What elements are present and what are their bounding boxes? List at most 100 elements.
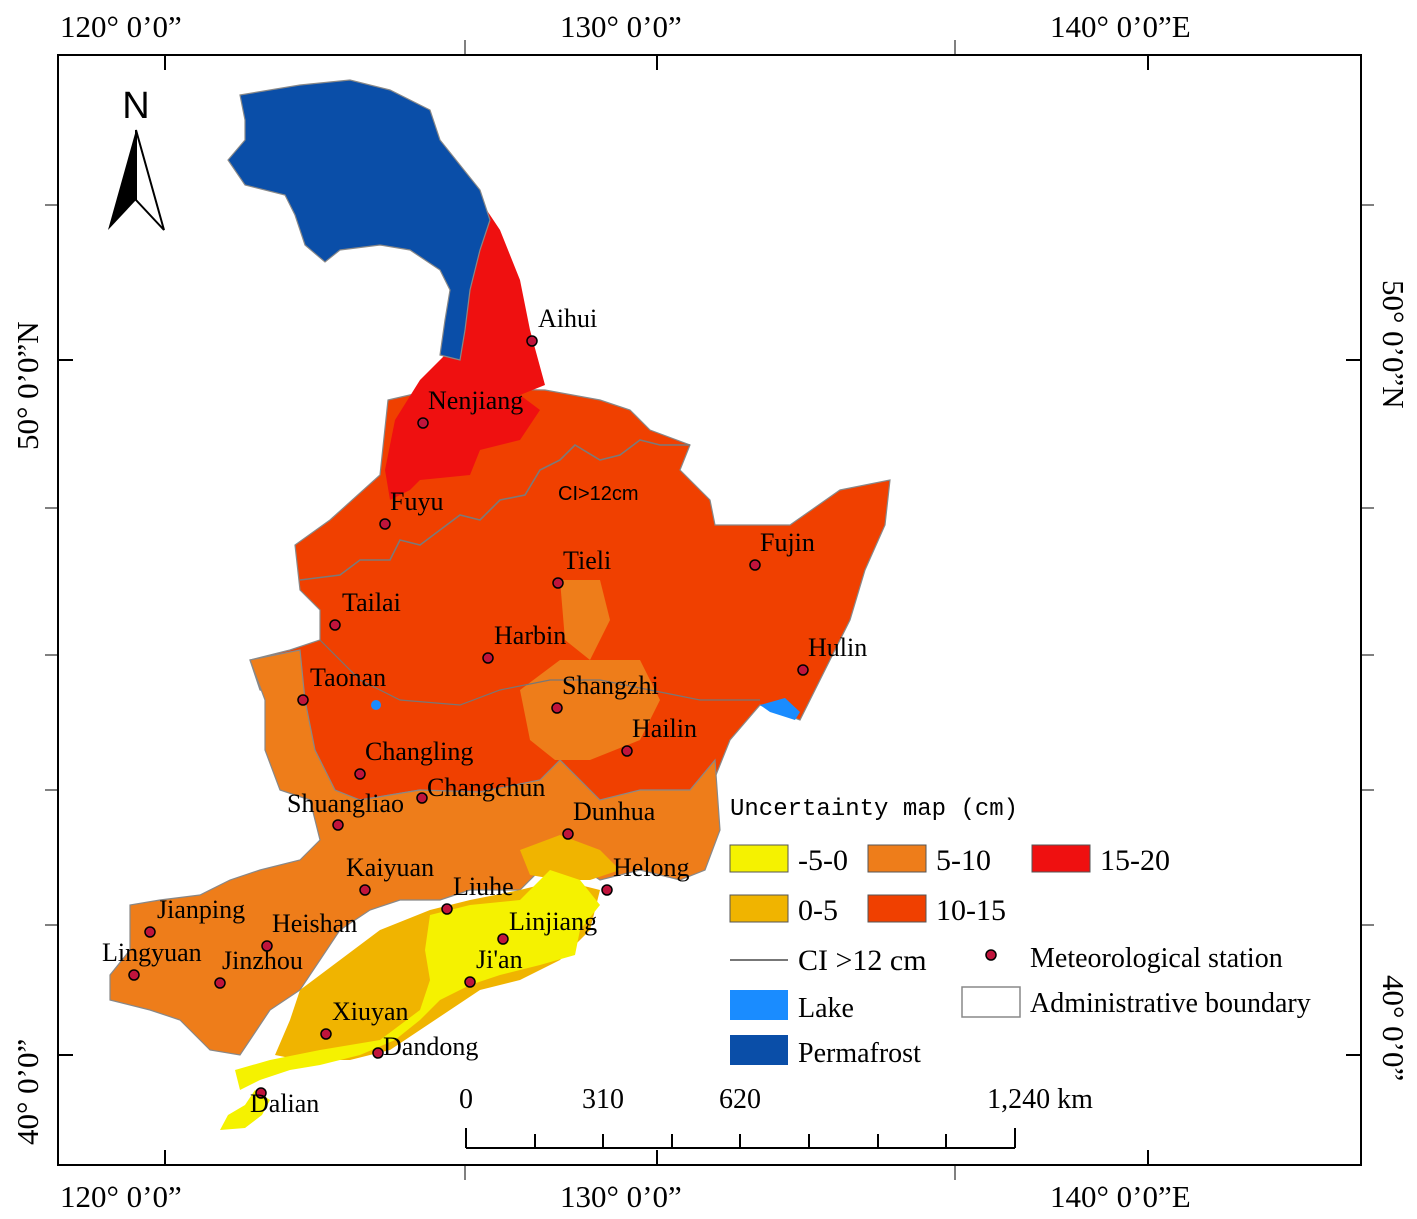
station-marker	[261, 940, 273, 952]
station-label: Tieli	[563, 546, 611, 575]
legend-swatch-neg5-0	[729, 844, 789, 873]
station-marker	[214, 977, 226, 989]
station-marker	[497, 933, 509, 945]
station-label: Changchun	[427, 773, 545, 802]
right-lat-label-2: 40° 0’0”	[1376, 975, 1411, 1081]
graticule-ticks	[58, 55, 1361, 1165]
legend-admin-label: Administrative boundary	[1030, 988, 1311, 1019]
class-neg5-0-dalian	[220, 1090, 270, 1130]
station-label: Ji'an	[476, 945, 523, 974]
station-marker	[562, 828, 574, 840]
class-0-5-dunhua	[520, 835, 620, 880]
bottom-lon-label-2: 130° 0’0”	[560, 1179, 682, 1214]
uncertainty-raster	[109, 79, 891, 1130]
station-marker	[255, 1087, 267, 1099]
station-label: Shangzhi	[562, 671, 659, 700]
station-label: Tailai	[342, 588, 401, 617]
station-label: Taonan	[310, 663, 386, 692]
scale-label-0: 0	[459, 1084, 473, 1115]
scale-label-310: 310	[582, 1084, 624, 1115]
legend-swatch-0-5	[729, 894, 789, 923]
station-marker	[601, 884, 613, 896]
minor-ticks	[45, 40, 1374, 1180]
legend-label-neg5-0: -5-0	[798, 844, 848, 877]
station-marker	[749, 559, 761, 571]
station-label: Hailin	[632, 714, 697, 743]
station-label: Changling	[365, 737, 473, 766]
right-lat-label-1: 50° 0’0”N	[1376, 280, 1411, 409]
station-marker	[329, 619, 341, 631]
station-marker	[797, 664, 809, 676]
station-label: Nenjiang	[428, 386, 523, 415]
station-marker	[441, 903, 453, 915]
station-label: Dalian	[250, 1089, 319, 1118]
legend-lake-swatch	[730, 990, 788, 1020]
legend-label-15-20: 15-20	[1100, 844, 1170, 877]
station-marker	[464, 976, 476, 988]
station-marker	[621, 745, 633, 757]
legend-label-5-10: 5-10	[936, 844, 991, 877]
station-label: Harbin	[494, 621, 566, 650]
station-marker	[128, 969, 140, 981]
station-marker	[359, 884, 371, 896]
bottom-lon-label-1: 120° 0’0”	[60, 1179, 182, 1214]
station-marker	[551, 702, 563, 714]
north-arrow-left	[108, 130, 136, 230]
station-marker	[372, 1047, 384, 1059]
station-label: Dunhua	[573, 797, 656, 826]
legend-label-0-5: 0-5	[798, 894, 838, 927]
class-neg5-0-region	[235, 870, 600, 1090]
class-5-10-tieli	[560, 580, 610, 660]
north-arrow-right	[135, 129, 165, 231]
legend-swatch-10-15	[867, 894, 927, 923]
station-label: Xiuyan	[332, 997, 409, 1026]
station-marker	[354, 768, 366, 780]
legend-station-symbol	[985, 949, 997, 961]
legend-permafrost-swatch	[730, 1035, 788, 1065]
legend-label-10-15: 10-15	[936, 894, 1006, 927]
station-marker	[320, 1028, 332, 1040]
station-marker	[297, 694, 309, 706]
station-marker	[379, 518, 391, 530]
legend-ci-line-label: CI >12 cm	[798, 944, 927, 977]
legend-admin-swatch	[961, 986, 1021, 1018]
station-label: Dandong	[383, 1032, 478, 1061]
station-marker	[482, 652, 494, 664]
top-lon-label-2: 130° 0’0”	[560, 9, 682, 44]
station-label: Aihui	[538, 304, 597, 333]
stations-layer: Aihui Nenjiang Fuyu Tieli Fujin Tailai Harbin H…	[102, 304, 867, 1118]
scale-label-620: 620	[719, 1084, 761, 1115]
station-label: Linjiang	[509, 907, 597, 936]
scale-label-1240: 1,240 km	[987, 1084, 1093, 1115]
station-marker	[416, 792, 428, 804]
north-label: N	[122, 85, 149, 127]
ci-line-label: CI>12cm	[558, 483, 639, 505]
station-label: Hulin	[808, 633, 867, 662]
station-marker	[332, 819, 344, 831]
legend: Uncertainty map (cm) -5-0 5-10 15-20 0-5…	[729, 796, 1311, 1069]
lake-xingkai	[760, 698, 800, 720]
top-lon-label-3: 140° 0’0”E	[1050, 9, 1191, 44]
legend-lake-label: Lake	[798, 993, 854, 1024]
station-marker	[526, 335, 538, 347]
legend-swatch-5-10	[867, 844, 927, 873]
legend-title: Uncertainty map (cm)	[730, 796, 1018, 823]
station-label: Fujin	[760, 528, 815, 557]
left-lat-label-2: 40° 0’0”	[10, 1039, 45, 1145]
station-marker	[552, 577, 564, 589]
station-label: Heishan	[272, 909, 357, 938]
top-lon-label-1: 120° 0’0”	[60, 9, 182, 44]
class-5-10-region	[109, 649, 721, 1056]
station-label: Jianping	[157, 895, 245, 924]
station-label: Jinzhou	[222, 946, 303, 975]
station-label: Fuyu	[390, 487, 443, 516]
bottom-lon-label-3: 140° 0’0”E	[1050, 1179, 1191, 1214]
station-label: Helong	[613, 853, 690, 882]
scale-ticks	[465, 1128, 1016, 1148]
ci-isoline	[299, 439, 690, 581]
station-label: Kaiyuan	[346, 853, 434, 882]
legend-swatch-15-20	[1031, 844, 1091, 873]
axis-labels: 120° 0’0” 130° 0’0” 140° 0’0”E 120° 0’0”…	[10, 9, 1411, 1214]
legend-permafrost-label: Permafrost	[798, 1038, 921, 1069]
